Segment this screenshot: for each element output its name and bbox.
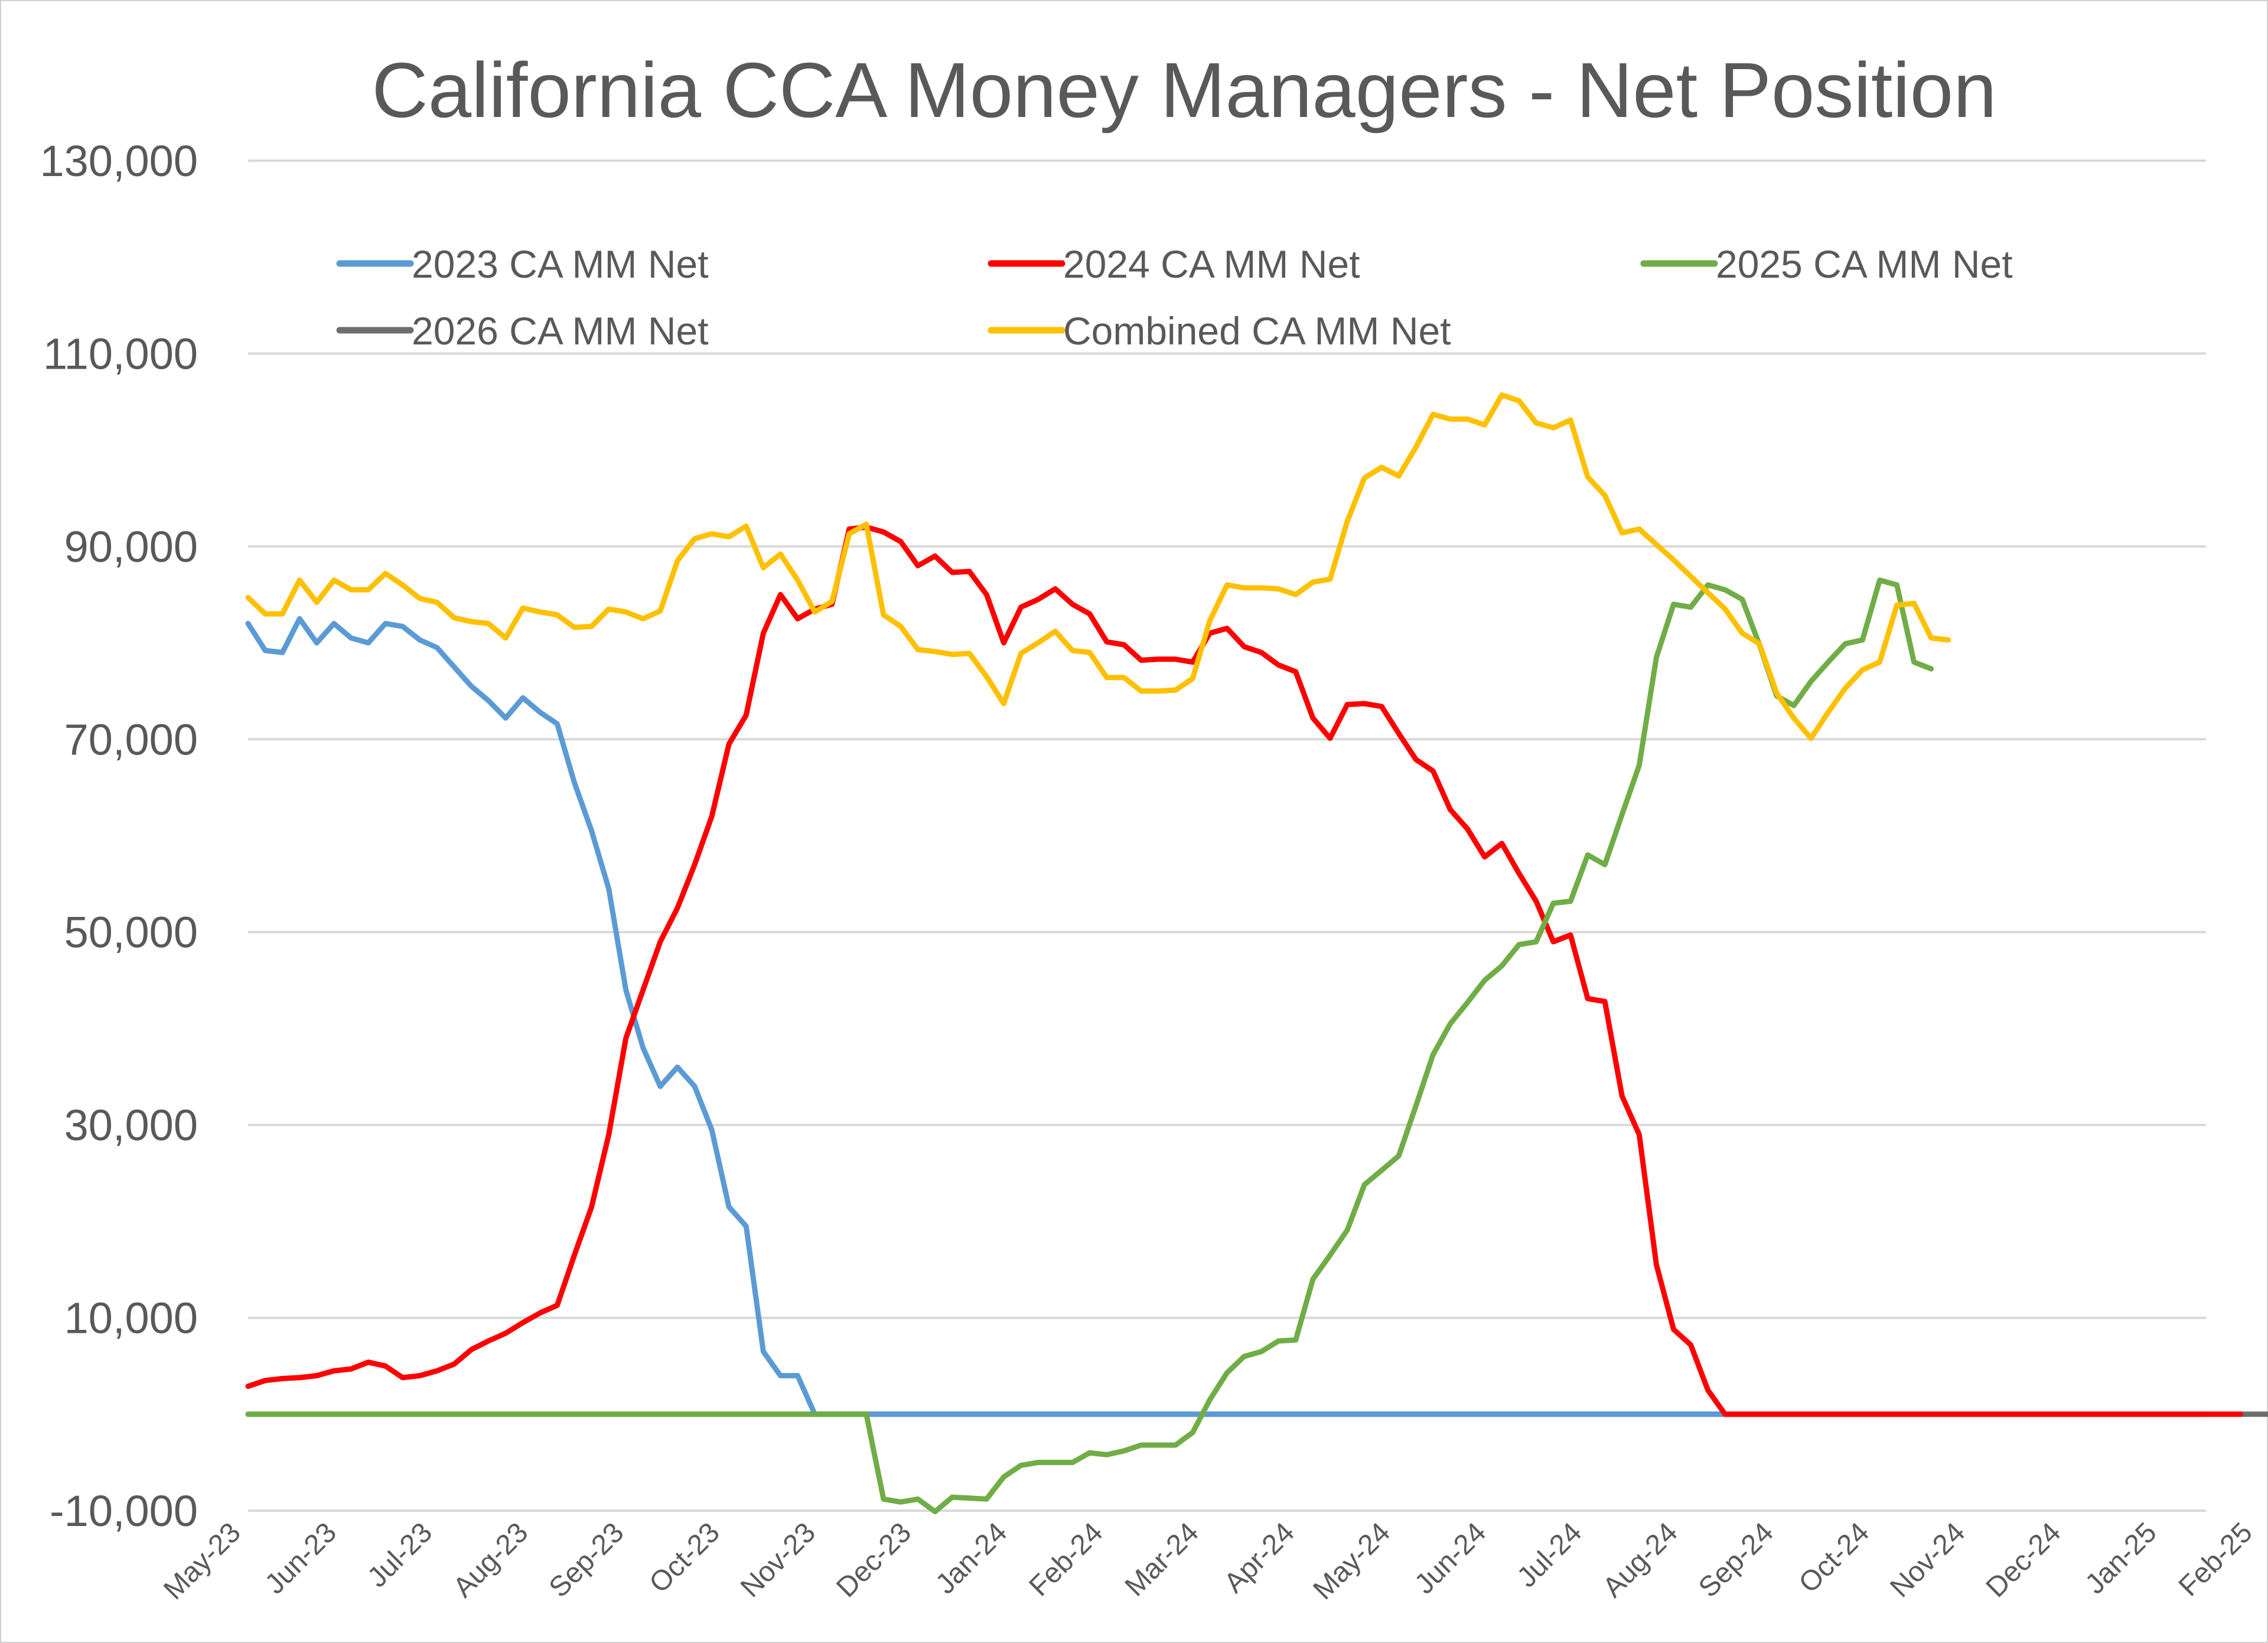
x-tick-label: Feb-25 (2173, 1517, 2259, 1602)
legend-label: 2023 CA MM Net (412, 242, 709, 286)
y-tick-label: 90,000 (64, 522, 198, 571)
y-tick-label: 130,000 (40, 136, 198, 186)
series-line-2024-ca-mm-net (245, 524, 2243, 1417)
gridlines (248, 160, 2206, 1512)
x-tick-label: Jan-25 (2080, 1517, 2163, 1600)
x-tick-label: Oct-24 (1793, 1517, 1875, 1599)
x-tick-label: Dec-24 (1980, 1517, 2067, 1603)
y-tick-label: -10,000 (50, 1486, 198, 1535)
x-tick-label: Dec-23 (830, 1517, 917, 1603)
x-tick-label: Aug-23 (447, 1517, 534, 1603)
series-line-2023-ca-mm-net (245, 616, 2209, 1417)
x-tick-label: Sep-24 (1693, 1517, 1780, 1603)
legend-label: 2026 CA MM Net (412, 309, 709, 353)
legend: 2023 CA MM Net 2024 CA MM Net 2025 CA MM N… (336, 242, 2013, 353)
x-tick-label: Oct-23 (643, 1517, 725, 1599)
x-tick-label: Jul-23 (361, 1517, 438, 1593)
x-tick-label: Jan-24 (930, 1517, 1013, 1600)
y-tick-label: 10,000 (64, 1294, 198, 1343)
x-tick-label: Mar-24 (1119, 1517, 1205, 1602)
y-tick-label: 30,000 (64, 1101, 198, 1150)
x-tick-label: Aug-24 (1597, 1517, 1684, 1603)
x-tick-label: Feb-24 (1024, 1517, 1109, 1602)
x-tick-label: Jun-23 (259, 1517, 343, 1600)
y-tick-label: 70,000 (64, 715, 198, 764)
legend-label: 2024 CA MM Net (1063, 242, 1360, 286)
chart-title: California CCA Money Managers - Net Posi… (372, 47, 1996, 134)
y-tick-label: 50,000 (64, 908, 198, 957)
y-axis: -10,000 10,000 30,000 50,000 70,000 90,000 110… (40, 136, 198, 1535)
x-tick-label: Nov-23 (735, 1517, 822, 1603)
x-tick-label: Jul-24 (1511, 1517, 1588, 1593)
x-tick-label: Sep-23 (543, 1517, 630, 1603)
series-lines (245, 392, 2268, 1515)
series-line-2025-ca-mm-net (245, 577, 1934, 1515)
series-line-2026-ca-mm-net (245, 1411, 2268, 1417)
x-tick-label: Nov-24 (1884, 1517, 1971, 1603)
x-tick-label: Apr-24 (1218, 1517, 1301, 1599)
x-tick-label: May-24 (1308, 1517, 1397, 1606)
series-line-combined-ca-mm-net (245, 392, 1951, 741)
x-axis: May-23 Jun-23 Jul-23 Aug-23 Sep-23 Oct-23 Nov-… (158, 1517, 2259, 1606)
legend-label: Combined CA MM Net (1063, 309, 1451, 353)
y-tick-label: 110,000 (43, 329, 198, 378)
x-tick-label: Jun-24 (1409, 1517, 1492, 1600)
legend-label: 2025 CA MM Net (1716, 242, 2013, 286)
